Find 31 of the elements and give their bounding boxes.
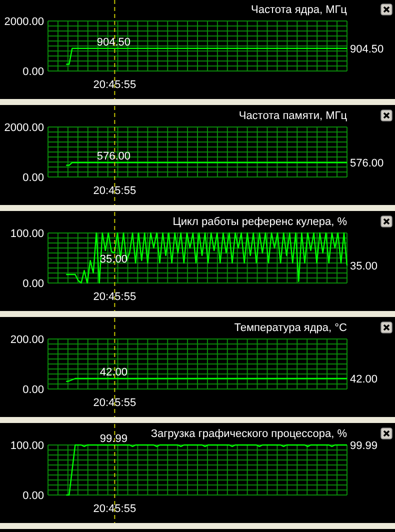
- y-tick-label: 2000.00: [4, 16, 44, 28]
- annotation: 42.00: [100, 366, 128, 378]
- text: 35.00: [350, 260, 378, 272]
- chart-title: Цикл работы референс кулера, %: [172, 216, 348, 228]
- text: 20:45:55: [93, 503, 136, 515]
- y-tick-label: 0.00: [22, 66, 44, 78]
- chart-title: Частота ядра, МГц: [251, 4, 348, 16]
- text: 576.00: [350, 158, 384, 170]
- line-series: [66, 444, 348, 496]
- line-series: [66, 232, 348, 284]
- y-tick-label: 0.00: [22, 278, 44, 290]
- y-tick-label: 100.00: [10, 440, 44, 452]
- y-tick-label: 100.00: [10, 228, 44, 240]
- annotation: 576.00: [96, 150, 131, 163]
- y-tick-label: 0.00: [22, 172, 44, 184]
- text: 904.50: [350, 43, 384, 56]
- annotation: 904.50: [96, 36, 131, 48]
- chart-title: Загрузка графического процессора, %: [150, 428, 348, 440]
- text: 20:45:55: [93, 79, 136, 91]
- text: 20:45:55: [93, 397, 136, 409]
- annotation: 99.99: [100, 433, 128, 446]
- text: 20:45:55: [93, 291, 136, 303]
- y-tick-label: 2000.00: [4, 122, 44, 134]
- text: 20:45:55: [93, 185, 136, 197]
- y-tick-label: 0.00: [22, 490, 44, 502]
- y-tick-label: 200.00: [10, 334, 44, 346]
- chart-title: Температура ядра, °C: [234, 322, 348, 334]
- y-tick-label: 0.00: [22, 384, 44, 396]
- chart-title: Частота памяти, МГц: [238, 110, 348, 122]
- text: 99.99: [350, 440, 378, 452]
- text: 42.00: [350, 374, 378, 386]
